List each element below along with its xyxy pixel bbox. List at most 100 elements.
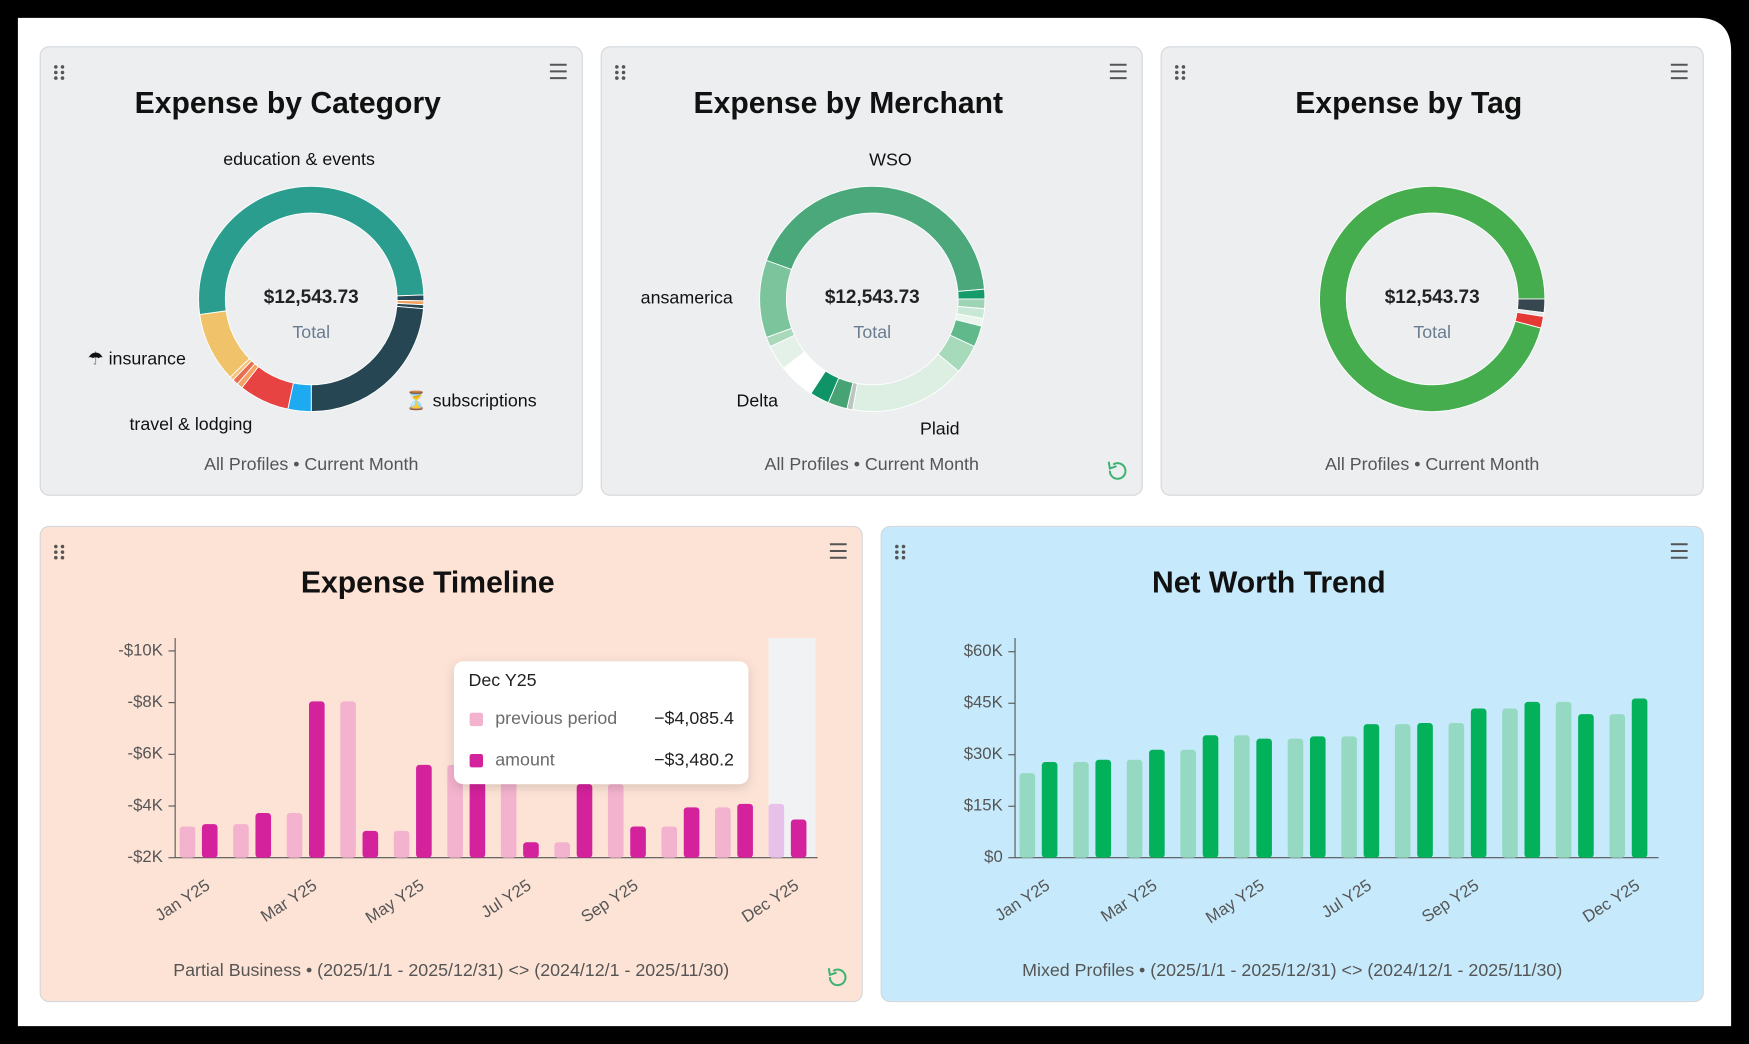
card-title: Expense by Tag [1295, 87, 1522, 120]
y-tick-label: -$6K [128, 744, 163, 763]
bar [1309, 736, 1326, 858]
tooltip-swatch [469, 754, 483, 768]
handle-dot [615, 76, 619, 80]
bar [286, 813, 303, 858]
menu-button[interactable] [1109, 63, 1127, 80]
slice-label: ⏳ subscriptions [405, 389, 536, 410]
bar [416, 764, 432, 858]
refresh-arrow [1107, 461, 1117, 470]
menu-button[interactable] [829, 543, 847, 559]
center-caption: Total [1413, 322, 1451, 342]
card: Expense Timeline Partial Business • (2025… [39, 525, 863, 1003]
bar [1126, 759, 1143, 858]
bar [1202, 735, 1219, 858]
bar [1524, 701, 1541, 858]
handle-dot [54, 555, 58, 560]
tooltip-title: Dec Y25 [468, 670, 536, 690]
bar [1149, 749, 1165, 858]
handle-dot [1181, 65, 1186, 69]
bar [661, 826, 678, 858]
bar [1394, 724, 1411, 858]
bar [768, 803, 785, 858]
y-tick-label: $15K [964, 796, 1003, 815]
bar [393, 830, 410, 858]
handle-dot [1181, 76, 1186, 80]
handle-dot [54, 65, 58, 69]
bar [1341, 736, 1357, 858]
handle-dot [1174, 76, 1179, 80]
donut-slice [1319, 185, 1546, 413]
center-caption: Total [853, 322, 891, 342]
y-tick-label: $45K [964, 693, 1003, 712]
handle-dot [60, 544, 65, 549]
handle-dot [615, 65, 619, 69]
refresh-button[interactable] [1107, 461, 1127, 480]
tooltip: Dec Y25 previous period −$4,085.4 amount −$3… [454, 661, 749, 785]
drag-handle[interactable] [615, 65, 626, 80]
bar [554, 842, 570, 858]
card-footer: Mixed Profiles • (2025/1/1 - 2025/12/31)… [1022, 960, 1562, 980]
drag-handle[interactable] [54, 544, 65, 560]
bar [523, 842, 539, 858]
handle-dot [895, 550, 899, 554]
refresh-button[interactable] [827, 967, 847, 987]
bar [737, 803, 753, 858]
handle-dot [54, 544, 58, 549]
tooltip-swatch [469, 712, 483, 727]
drag-handle[interactable] [895, 544, 906, 560]
slice-label: ansamerica [641, 288, 733, 308]
card: Expense by Merchant All Profiles • Curren… [600, 46, 1143, 496]
menu-button[interactable] [1670, 543, 1688, 559]
tooltip-box [454, 661, 749, 785]
handle-dot [1181, 70, 1186, 75]
center-caption: Total [292, 322, 330, 342]
handle-dot [60, 70, 65, 75]
y-tick-label: -$10K [118, 640, 163, 659]
y-tick-label: $0 [984, 847, 1003, 866]
y-tick-label: -$4K [128, 795, 163, 814]
bar [340, 701, 356, 858]
tooltip-value: −$4,085.4 [654, 708, 734, 728]
handle-dot [901, 544, 906, 549]
menu-button[interactable] [549, 63, 567, 80]
card-footer: All Profiles • Current Month [1325, 454, 1539, 474]
y-tick-label: -$2K [128, 847, 163, 866]
drag-handle[interactable] [1174, 65, 1186, 80]
handle-dot [901, 555, 906, 560]
card: Net Worth Trend Mixed Profiles • (2025/1/… [880, 525, 1704, 1003]
drag-handle[interactable] [54, 65, 65, 80]
y-tick-label: $30K [964, 744, 1003, 763]
slice-label: Delta [736, 390, 778, 410]
card: Expense by Tag All Profiles • Current Mon… [1160, 46, 1704, 496]
menu-button[interactable] [1670, 63, 1688, 80]
bar [1363, 724, 1380, 858]
bar [715, 807, 731, 858]
handle-dot [615, 70, 619, 75]
card-background [39, 525, 863, 1003]
center-value: $12,543.73 [825, 287, 920, 308]
bar [1448, 723, 1465, 858]
bar [1041, 761, 1058, 858]
card-footer: All Profiles • Current Month [204, 454, 418, 474]
bar [1234, 735, 1250, 858]
center-value: $12,543.73 [1385, 287, 1480, 308]
bar [362, 830, 379, 858]
card-background [1160, 46, 1704, 496]
handle-dot [60, 65, 65, 69]
bar [201, 824, 218, 858]
bar [179, 826, 196, 858]
bar [1019, 773, 1036, 858]
donut-slice [759, 259, 793, 339]
refresh-arrow [827, 967, 837, 977]
bar [1470, 708, 1487, 858]
card-footer: Partial Business • (2025/1/1 - 2025/12/3… [173, 960, 729, 980]
bar [1578, 714, 1594, 858]
bar [1073, 761, 1089, 858]
y-tick-label: $60K [964, 641, 1003, 660]
bar [1180, 749, 1197, 858]
bar [1417, 723, 1433, 858]
refresh-arc [1108, 462, 1127, 480]
handle-dot [621, 65, 626, 69]
donut-slice [199, 310, 251, 378]
